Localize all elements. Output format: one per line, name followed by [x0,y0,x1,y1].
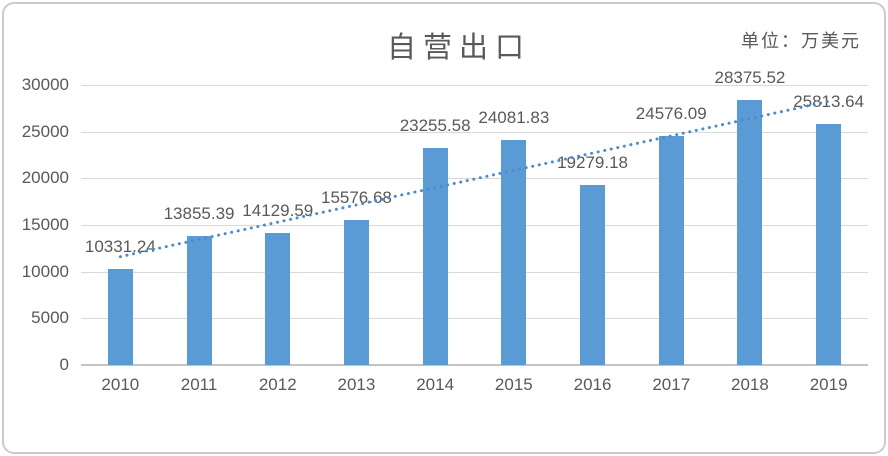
bar-2012 [265,233,291,365]
data-label-2010: 10331.24 [84,236,156,256]
x-axis-label-2010: 2010 [101,375,140,394]
bar-2011 [186,235,212,365]
gridline-30000 [81,85,868,86]
bar-2015 [501,140,527,365]
unit-label: 单位：万美元 [741,31,861,51]
bar-2016 [580,185,606,365]
x-axis-label-2014: 2014 [416,375,455,394]
x-axis-line [81,364,868,366]
y-axis-label-0: 0 [59,355,69,374]
x-axis-label-2017: 2017 [652,375,691,394]
data-label-2019: 25813.64 [793,92,865,112]
bar-2013 [343,219,369,365]
x-axis-label-2015: 2015 [494,375,533,394]
data-label-2017: 24576.09 [635,103,707,123]
x-axis-label-2011: 2011 [180,375,218,394]
bar-2010 [107,268,133,365]
x-axis-label-2012: 2012 [258,375,297,394]
data-label-2011: 13855.39 [163,203,235,223]
data-label-2012: 14129.59 [242,201,314,221]
x-axis-label-2013: 2013 [337,375,376,394]
x-axis-label-2019: 2019 [809,375,848,394]
bar-2019 [816,124,842,365]
y-axis-label-20000: 20000 [21,168,69,188]
x-axis-label-2018: 2018 [731,375,769,394]
y-axis-label-15000: 15000 [21,215,69,234]
bar-2014 [422,147,448,365]
data-label-2013: 15576.68 [320,187,392,207]
bar-2017 [658,135,684,365]
y-axis-label-5000: 5000 [31,308,69,328]
gridline-10000 [81,271,868,273]
chart-title: 自营出口 [386,32,531,64]
data-label-2016: 19279.18 [557,153,628,173]
gridline-5000 [81,318,868,320]
x-axis-label-2016: 2016 [573,375,612,394]
data-label-2018: 28375.52 [714,68,786,88]
bar-2018 [737,100,763,365]
y-axis-label-25000: 25000 [21,121,69,141]
data-label-2015: 24081.83 [478,108,550,128]
y-axis-label-30000: 30000 [21,75,69,94]
y-axis-label-10000: 10000 [21,261,69,281]
data-label-2014: 23255.58 [399,115,471,135]
